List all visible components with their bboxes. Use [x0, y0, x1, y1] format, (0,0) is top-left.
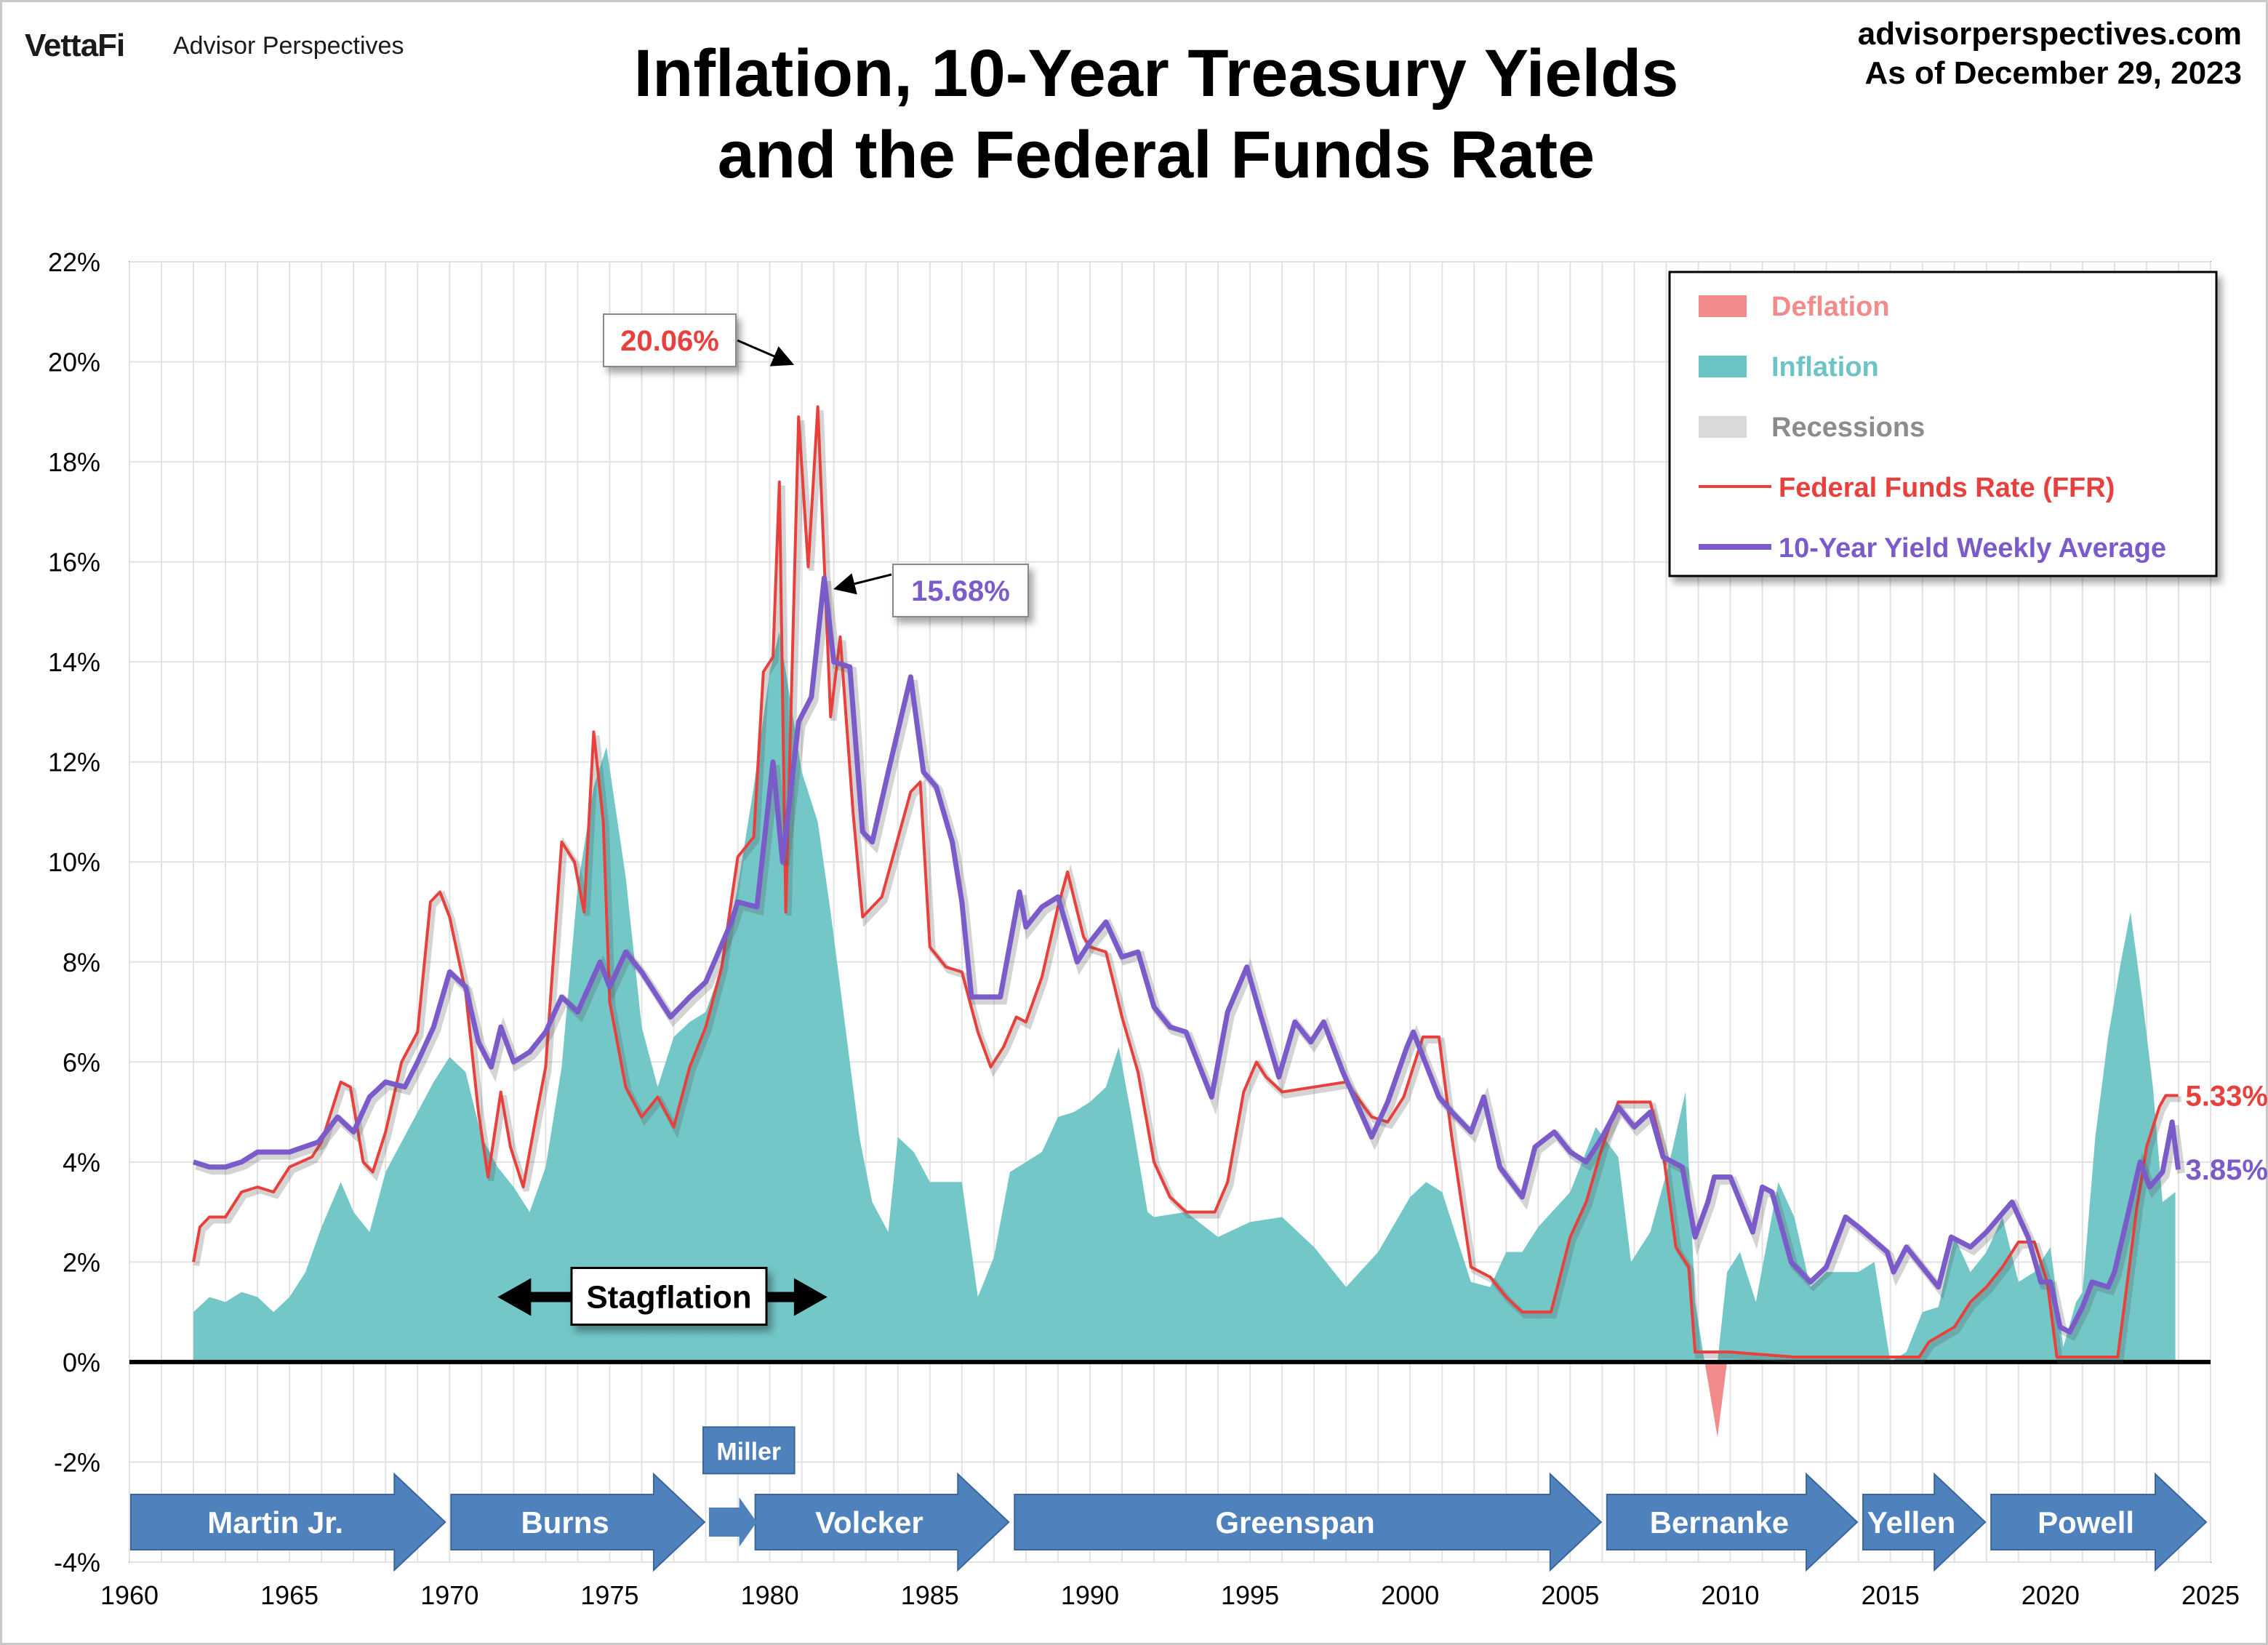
- x-tick-label: 1960: [100, 1580, 159, 1610]
- legend-swatch: [1699, 295, 1747, 317]
- fed-chair-label: Yellen: [1867, 1505, 1955, 1540]
- inflation-area-series: [129, 631, 2211, 1438]
- x-tick-label: 2000: [1381, 1580, 1439, 1610]
- stagflation-arrowhead-left: [497, 1278, 532, 1316]
- y-tick-label: 4%: [63, 1148, 100, 1177]
- axes: -4% -2% 0% 2% 4% 6% 8% 10% 12% 14% 16% 18% 20% 22% 196…: [48, 247, 2240, 1610]
- x-tick-label: 1975: [580, 1580, 638, 1610]
- y-tick-label: 6%: [63, 1047, 100, 1077]
- y-tick-label: 12%: [48, 748, 100, 777]
- y-tick-label: 14%: [48, 647, 100, 677]
- legend-swatch: [1699, 416, 1747, 438]
- stagflation-box: [570, 1267, 768, 1326]
- y-tick-label: -2%: [54, 1447, 100, 1477]
- x-tick-label: 2010: [1701, 1580, 1759, 1610]
- fed-chair-arrow: [1606, 1472, 1859, 1572]
- y-tick-label: 18%: [48, 447, 100, 477]
- legend-label: Recessions: [1771, 412, 1925, 443]
- x-tick-label: 2005: [1541, 1580, 1599, 1610]
- fed-chair-label: Powell: [2037, 1505, 2134, 1540]
- ffr-line: [192, 405, 2179, 1359]
- x-tick-label: 1990: [1061, 1580, 1119, 1610]
- y-tick-label: 10%: [48, 847, 100, 877]
- fed-chair-label: Martin Jr.: [207, 1505, 343, 1540]
- legend-label: Deflation: [1771, 292, 1890, 322]
- legend-label: Inflation: [1771, 352, 1879, 383]
- inflation-area: [193, 631, 2176, 1362]
- chart-annotations: 20.06% 15.68% 5.33% 3.85% Stagflation: [497, 313, 2268, 1326]
- legend: Deflation Inflation Recessions Federal Fund…: [1668, 271, 2218, 577]
- ten-year-yield-line: [193, 575, 2181, 1335]
- fed-chair-arrow: [1014, 1472, 1603, 1572]
- y-tick-label: 22%: [48, 247, 100, 277]
- fed-chair-label: Volcker: [815, 1505, 923, 1540]
- peak-ffr-label: 20.06%: [620, 325, 719, 357]
- x-tick-label: 2015: [1862, 1580, 1920, 1610]
- ffr-line-shadow: [193, 410, 2181, 1364]
- fed-chair-label: Greenspan: [1215, 1505, 1374, 1540]
- legend-label: Federal Funds Rate (FFR): [1779, 473, 2115, 503]
- peak-yield-arrow: [833, 573, 892, 595]
- fed-chair-arrow: [754, 1472, 1010, 1572]
- legend-box: [1668, 271, 2218, 577]
- fed-chair-arrow: [1990, 1472, 2208, 1572]
- x-tick-label: 1980: [741, 1580, 799, 1610]
- stagflation-arrowhead-right: [793, 1278, 828, 1316]
- latest-ffr-label: 5.33%: [2186, 1080, 2268, 1112]
- vettafi-logo: VettaFi: [25, 28, 125, 63]
- fed-chair-arrow: [130, 1472, 446, 1572]
- miller-box: [702, 1426, 796, 1475]
- fed-chair-arrow: [450, 1472, 706, 1572]
- miller-label: Miller: [716, 1438, 781, 1465]
- x-tick-label: 1995: [1221, 1580, 1279, 1610]
- y-tick-label: 2%: [63, 1247, 100, 1277]
- fed-chair-arrow: [1862, 1472, 1987, 1572]
- x-tick-label: 1985: [901, 1580, 959, 1610]
- source-block: advisorperspectives.com As of December 2…: [1858, 15, 2242, 93]
- latest-yield-label: 3.85%: [2186, 1154, 2268, 1186]
- fed-chair-timeline: Martin Jr. Burns Volcker Greenspan Bernanke Y…: [130, 1426, 2208, 1572]
- source-site: advisorperspectives.com: [1857, 16, 2242, 52]
- y-tick-label: 20%: [48, 348, 100, 377]
- peak-yield-label: 15.68%: [911, 575, 1010, 607]
- y-tick-label: -4%: [54, 1548, 100, 1577]
- as-of-date: As of December 29, 2023: [1864, 55, 2242, 91]
- plot-area: Martin Jr. Burns Volcker Greenspan Bernanke Y…: [129, 261, 2268, 1572]
- brand-name: Advisor Perspectives: [173, 32, 404, 60]
- legend-swatch: [1699, 356, 1747, 377]
- y-tick-label: 8%: [63, 948, 100, 977]
- x-tick-label: 1965: [260, 1580, 318, 1610]
- x-tick-label: 2025: [2181, 1580, 2240, 1610]
- peak-yield-box: [892, 564, 1029, 617]
- fed-chair-label: Bernanke: [1650, 1505, 1789, 1540]
- chart-title: Inflation, 10-Year Treasury Yields and t…: [458, 33, 1854, 196]
- rate-line-series: [192, 405, 2185, 1364]
- peak-ffr-arrow: [737, 339, 795, 367]
- chart-title-line-1: Inflation, 10-Year Treasury Yields: [633, 36, 1679, 111]
- peak-ffr-box: [603, 313, 737, 367]
- fed-chair-label: Burns: [521, 1505, 609, 1540]
- miller-arrow: [708, 1497, 757, 1547]
- y-tick-label: 0%: [63, 1348, 100, 1377]
- x-tick-label: 2020: [2021, 1580, 2080, 1610]
- x-tick-label: 1970: [420, 1580, 478, 1610]
- stagflation-label: Stagflation: [586, 1280, 751, 1316]
- y-tick-label: 16%: [48, 548, 100, 577]
- ten-year-yield-line-shadow: [195, 580, 2185, 1342]
- chart-title-line-2: and the Federal Funds Rate: [717, 118, 1595, 192]
- legend-label: 10-Year Yield Weekly Average: [1779, 533, 2166, 564]
